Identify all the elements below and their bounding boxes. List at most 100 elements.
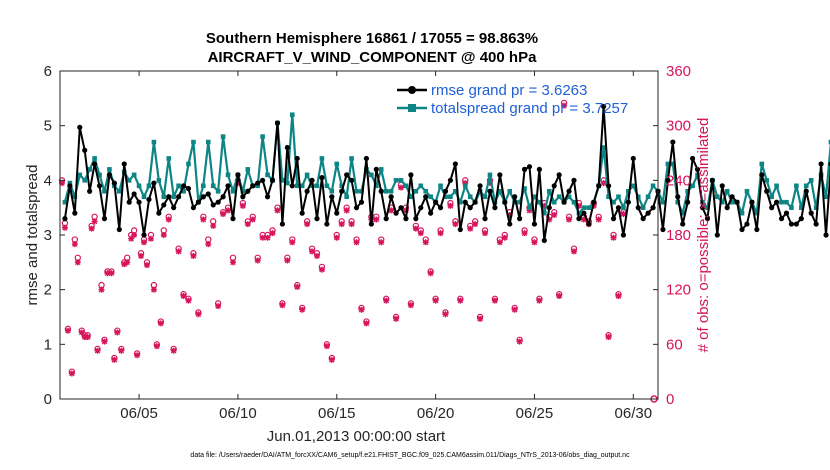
totalspread-point (467, 194, 473, 200)
obs-assimilated-marker (304, 221, 311, 228)
totalspread-point (808, 178, 814, 183)
obs-assimilated-marker (467, 225, 474, 232)
totalspread-point (803, 183, 809, 189)
obs-assimilated-marker (91, 218, 98, 225)
obs-assimilated-marker (175, 248, 182, 255)
totalspread-point (448, 194, 453, 200)
y2-tick-label: 0 (666, 391, 674, 408)
totalspread-point (423, 188, 429, 194)
obs-assimilated-marker (64, 327, 71, 334)
totalspread-point (621, 205, 626, 210)
y-tick-label: 2 (44, 282, 52, 299)
rmse-point (329, 194, 335, 200)
obs-assimilated-marker (521, 230, 528, 237)
totalspread-point (660, 199, 666, 205)
rmse-point (106, 172, 113, 178)
rmse-point (724, 205, 730, 211)
rmse-point (541, 237, 547, 244)
x-tick-label: 06/10 (219, 405, 257, 422)
rmse-point (111, 180, 117, 186)
chart-title: Southern Hemisphere 16861 / 17055 = 98.8… (206, 30, 538, 47)
rmse-point (126, 199, 132, 205)
obs-assimilated-marker (185, 297, 192, 304)
rmse-point (319, 175, 325, 181)
rmse-point (274, 120, 281, 126)
totalspread-point (630, 183, 636, 189)
y2-tick-label: 120 (666, 282, 691, 299)
rmse-point (452, 161, 458, 167)
rmse-point (141, 232, 147, 238)
rmse-point (615, 205, 622, 211)
totalspread-point (418, 183, 424, 189)
obs-assimilated-marker (373, 216, 380, 223)
left-axis: 0 1 2 3 4 5 6 (44, 63, 65, 408)
obs-assimilated-marker (447, 202, 454, 209)
obs-assimilated-marker (299, 306, 306, 313)
totalspread-point (240, 188, 246, 194)
totalspread-point (542, 210, 547, 216)
rmse-point (176, 194, 182, 200)
obs-assimilated-marker (104, 270, 111, 277)
rmse-point (512, 194, 518, 200)
totalspread-point (245, 167, 251, 172)
rmse-point (344, 172, 350, 178)
rmse-point (225, 183, 231, 189)
obs-assimilated-marker (88, 225, 95, 232)
totalspread-point (680, 210, 686, 216)
obs-assimilated-marker (551, 211, 558, 218)
obs-assimilated-marker (383, 297, 390, 304)
totalspread-point (453, 188, 458, 194)
rmse-point (378, 188, 384, 194)
obs-assimilated-marker (58, 180, 65, 187)
rmse-point (146, 196, 152, 203)
rmse-point (551, 183, 557, 189)
rmse-point (358, 199, 365, 205)
totalspread-point (487, 172, 493, 178)
obs-assimilated-marker (121, 261, 128, 268)
rmse-point (531, 221, 538, 227)
obs-assimilated-marker (74, 259, 81, 266)
obs-assimilated-marker (556, 293, 563, 300)
totalspread-point (764, 178, 770, 183)
totalspread-point (823, 194, 829, 200)
obs-assimilated-marker (570, 248, 577, 255)
totalspread-point (784, 199, 789, 205)
rmse-point (783, 210, 790, 216)
totalspread-point (507, 188, 513, 194)
rmse-point (625, 199, 631, 205)
rmse-point (299, 210, 305, 216)
totalspread-point (383, 188, 389, 194)
obs-assimilated-marker (84, 334, 91, 341)
totalspread-point (77, 172, 83, 178)
rmse-point (101, 216, 108, 222)
rmse-point (250, 183, 256, 189)
totalspread-point (210, 183, 216, 189)
rmse-point (571, 177, 577, 183)
totalspread-point (640, 205, 646, 210)
rmse-point (635, 205, 641, 211)
rmse-point (591, 199, 597, 205)
totalspread-point (546, 188, 552, 194)
obs-assimilated-marker (506, 211, 513, 218)
obs-assimilated-marker (195, 311, 202, 318)
rmse-point (334, 210, 340, 216)
obs-assimilated-marker (620, 211, 627, 218)
y-tick-label: 6 (44, 63, 52, 80)
rmse-point (778, 216, 785, 222)
obs-assimilated-marker (437, 230, 444, 237)
totalspread-point (650, 183, 656, 189)
obs-assimilated-marker (205, 241, 212, 248)
rmse-point (744, 221, 750, 227)
totalspread-point (191, 139, 196, 145)
rmse-point (759, 172, 765, 178)
rmse-point (151, 180, 157, 186)
chart-subtitle: AIRCRAFT_V_WIND_COMPONENT @ 400 hPa (208, 49, 538, 66)
obs-assimilated-marker (393, 315, 400, 322)
totalspread-point (532, 194, 537, 200)
rmse-point (161, 202, 167, 208)
obs-assimilated-marker (398, 184, 405, 191)
obs-assimilated-marker (94, 347, 101, 354)
rmse-point (764, 188, 770, 194)
totalspread-point (759, 161, 765, 167)
totalspread-point (67, 180, 73, 186)
